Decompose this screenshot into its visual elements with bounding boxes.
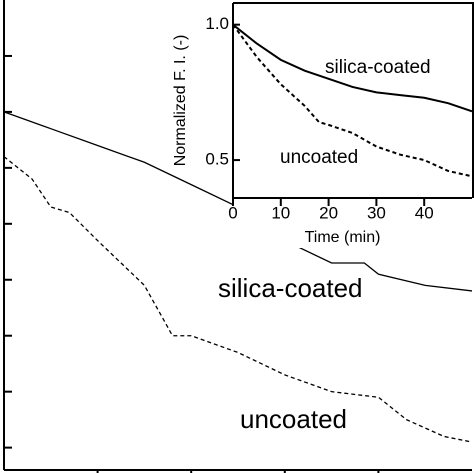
inset-chart: 0 10 20 30 40 0.5 1.0 Time (min) Normalized F. I… bbox=[172, 0, 474, 248]
annotation: uncoated bbox=[240, 404, 347, 434]
annotation: silica-coated bbox=[325, 57, 431, 78]
x-axis-label: Time (min) bbox=[305, 229, 381, 246]
y-axis-label: Normalized F. I. (-) bbox=[172, 35, 189, 167]
x-tick-label: 30 bbox=[367, 203, 386, 222]
x-tick-label: 40 bbox=[415, 203, 434, 222]
x-tick-label: 0 bbox=[228, 203, 237, 222]
inset-background bbox=[233, 0, 474, 248]
data-line bbox=[3, 156, 473, 443]
data-line bbox=[232, 23, 473, 113]
data-line bbox=[232, 24, 473, 178]
annotation: uncoated bbox=[280, 147, 358, 168]
y-tick-label: 1.0 bbox=[205, 14, 229, 33]
x-tick-label: 20 bbox=[319, 203, 338, 222]
main-chart: silica-coated uncoated bbox=[3, 0, 473, 473]
x-tick-label: 10 bbox=[271, 203, 290, 222]
y-tick-label: 0.5 bbox=[205, 150, 229, 169]
annotation: silica-coated bbox=[218, 273, 363, 303]
